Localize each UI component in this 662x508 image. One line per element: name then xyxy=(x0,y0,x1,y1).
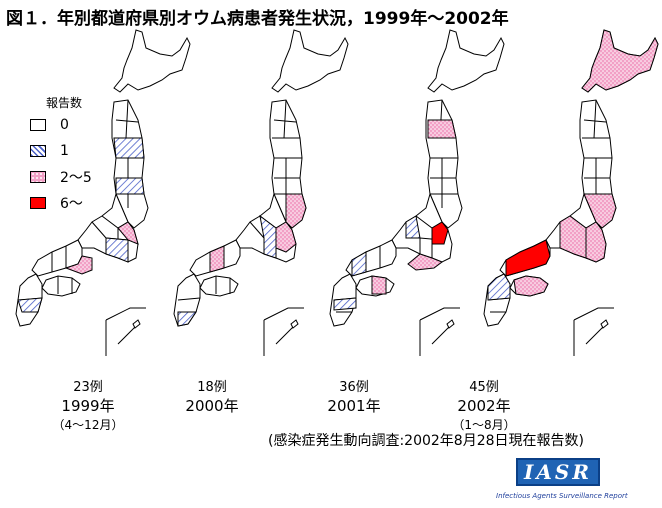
region-1999-kyushu xyxy=(17,297,43,313)
region-1999-kinki xyxy=(117,221,139,245)
region-2001-shikoku xyxy=(371,275,387,295)
case-count: 18例 xyxy=(197,380,227,395)
legend-label: 6～ xyxy=(60,196,83,212)
year-label: 2000年 xyxy=(185,397,239,415)
source-note: (感染症発生動向調査:2002年8月28日現在報告数) xyxy=(268,433,584,449)
region-1999-tohoku xyxy=(113,137,145,159)
map-2002 xyxy=(483,29,659,357)
case-count: 23例 xyxy=(73,380,103,395)
legend-item-2: 2～5 xyxy=(30,169,92,186)
year-label: 1999年 xyxy=(61,397,115,415)
region-2001-chugoku xyxy=(351,251,367,277)
region-2001-chubu-red xyxy=(431,221,449,245)
region-2000-kyushu xyxy=(177,311,197,327)
period-label: （4～12月） xyxy=(52,418,124,432)
year-label: 2002年 xyxy=(457,397,511,415)
legend-label: 1 xyxy=(60,143,69,159)
region-2001-hokuriku xyxy=(405,215,421,239)
case-count: 36例 xyxy=(339,380,369,395)
legend-swatch-white xyxy=(30,119,46,131)
caption-1999: 23例 1999年 （4～12月） xyxy=(28,376,148,433)
region-2000-kinki xyxy=(275,221,297,253)
region-2002-hokkaido xyxy=(581,29,659,93)
region-1999-chugoku xyxy=(64,255,93,275)
legend-item-0: 0 xyxy=(30,117,69,133)
map-2000 xyxy=(173,29,349,357)
logo-subtitle: Infectious Agents Surveillance Report xyxy=(496,492,628,500)
case-count: 45例 xyxy=(469,380,499,395)
region-1999-chubu xyxy=(105,237,129,263)
logo-text: IASR xyxy=(524,460,592,484)
period-label: （1～8月） xyxy=(452,418,516,432)
region-2002-chugoku-red xyxy=(505,239,551,277)
region-2000-kanto xyxy=(285,193,307,229)
legend-label: 2～5 xyxy=(60,170,92,186)
caption-2001: 36例 2001年 xyxy=(294,376,414,416)
figure-title: 図１．年別都道府県別オウム病患者発生状況，1999年～2002年 xyxy=(6,9,509,29)
legend-swatch-dots xyxy=(30,171,46,183)
region-1999-kanto xyxy=(115,177,145,195)
legend-title: 報告数 xyxy=(46,96,83,110)
region-2001-tohoku xyxy=(427,119,457,139)
legend-item-1: 1 xyxy=(30,143,69,159)
region-2002-kinki xyxy=(585,221,607,263)
region-2001-kyushu xyxy=(333,297,357,311)
caption-2000: 18例 2000年 xyxy=(152,376,272,416)
map-1999 xyxy=(15,29,191,357)
legend-label: 0 xyxy=(60,117,69,133)
legend-item-3: 6～ xyxy=(30,195,83,212)
iasr-logo: IASR xyxy=(516,458,600,486)
region-2002-kyushu xyxy=(487,273,511,301)
legend-swatch-hatch xyxy=(30,145,46,157)
region-2001-kinki xyxy=(407,253,444,271)
year-label: 2001年 xyxy=(327,397,381,415)
region-2002-kanto xyxy=(583,193,617,229)
region-2000-chubu xyxy=(259,214,277,259)
region-2000-chugoku xyxy=(209,245,225,273)
map-2001 xyxy=(329,29,505,357)
legend-swatch-red xyxy=(30,197,46,209)
caption-2002: 45例 2002年 （1～8月） xyxy=(424,376,544,433)
region-2002-shikoku xyxy=(513,275,549,297)
